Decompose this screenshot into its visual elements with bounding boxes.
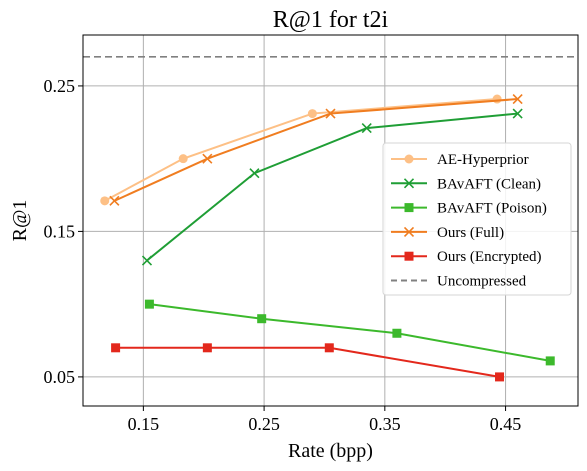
chart-title: R@1 for t2i bbox=[273, 7, 389, 33]
x-tick-label: 0.45 bbox=[490, 414, 522, 434]
legend-marker bbox=[403, 178, 415, 189]
data-point bbox=[361, 123, 372, 134]
x-axis-label: Rate (bpp) bbox=[288, 440, 373, 462]
series-line bbox=[149, 303, 551, 362]
legend-entry: BAvAFT (Clean) bbox=[391, 176, 541, 192]
legend-entry: BAvAFT (Poison) bbox=[391, 201, 547, 217]
x-tick-label: 0.25 bbox=[248, 414, 280, 434]
legend-label: Ours (Encrypted) bbox=[437, 249, 542, 265]
legend-marker bbox=[403, 226, 415, 237]
series-line bbox=[146, 112, 518, 262]
plot-frame bbox=[82, 34, 579, 407]
legend-label: BAvAFT (Poison) bbox=[437, 201, 547, 217]
data-point bbox=[178, 154, 188, 164]
data-point bbox=[512, 108, 523, 119]
legend-marker bbox=[404, 251, 414, 261]
legend: AE-Hyperprior BAvAFT (Clean) BAvAFT (Poiso… bbox=[382, 142, 572, 296]
data-point bbox=[249, 168, 260, 179]
legend-label: BAvAFT (Clean) bbox=[437, 176, 541, 192]
data-point bbox=[141, 255, 153, 266]
series-1 bbox=[141, 108, 523, 266]
data-point bbox=[512, 93, 523, 105]
legend-marker bbox=[404, 154, 414, 164]
series-2 bbox=[144, 299, 555, 366]
series-0 bbox=[100, 94, 502, 206]
y-tick-label: 0.05 bbox=[44, 367, 76, 387]
y-axis-label: R@1 bbox=[9, 200, 31, 242]
series-line bbox=[104, 98, 498, 202]
grid bbox=[83, 35, 578, 406]
data-point bbox=[202, 343, 212, 353]
series-line bbox=[113, 98, 518, 202]
data-point bbox=[144, 299, 154, 309]
data-point bbox=[202, 153, 213, 164]
x-tick-label: 0.35 bbox=[369, 414, 401, 434]
data-point bbox=[392, 328, 402, 338]
y-tick-label: 0.25 bbox=[44, 76, 76, 96]
legend-entry: Ours (Full) bbox=[391, 225, 504, 241]
series-3 bbox=[109, 93, 523, 206]
series-4 bbox=[111, 343, 505, 382]
series-group bbox=[100, 93, 555, 382]
legend-entry: Ours (Encrypted) bbox=[391, 249, 542, 265]
legend-entry: Uncompressed bbox=[391, 274, 527, 290]
legend-box bbox=[382, 142, 572, 296]
data-point bbox=[109, 195, 120, 206]
data-point bbox=[111, 343, 121, 353]
data-point bbox=[492, 94, 502, 104]
data-point bbox=[325, 108, 336, 119]
data-point bbox=[100, 196, 110, 206]
legend-label: Uncompressed bbox=[437, 274, 527, 290]
legend-marker bbox=[404, 203, 414, 213]
x-tick-label: 0.15 bbox=[128, 414, 160, 434]
y-tick-label: 0.15 bbox=[44, 221, 76, 241]
data-point bbox=[495, 372, 505, 382]
data-point bbox=[257, 314, 267, 324]
data-point bbox=[545, 356, 555, 366]
x-ticks: 0.15 0.25 0.35 0.45 bbox=[128, 406, 522, 434]
series-line bbox=[115, 346, 500, 378]
data-point bbox=[324, 343, 334, 353]
legend-entry: AE-Hyperprior bbox=[391, 152, 529, 168]
legend-label: AE-Hyperprior bbox=[437, 152, 529, 168]
y-ticks: 0.05 0.15 0.25 bbox=[44, 76, 83, 387]
data-point bbox=[307, 109, 317, 119]
legend-label: Ours (Full) bbox=[437, 225, 504, 241]
